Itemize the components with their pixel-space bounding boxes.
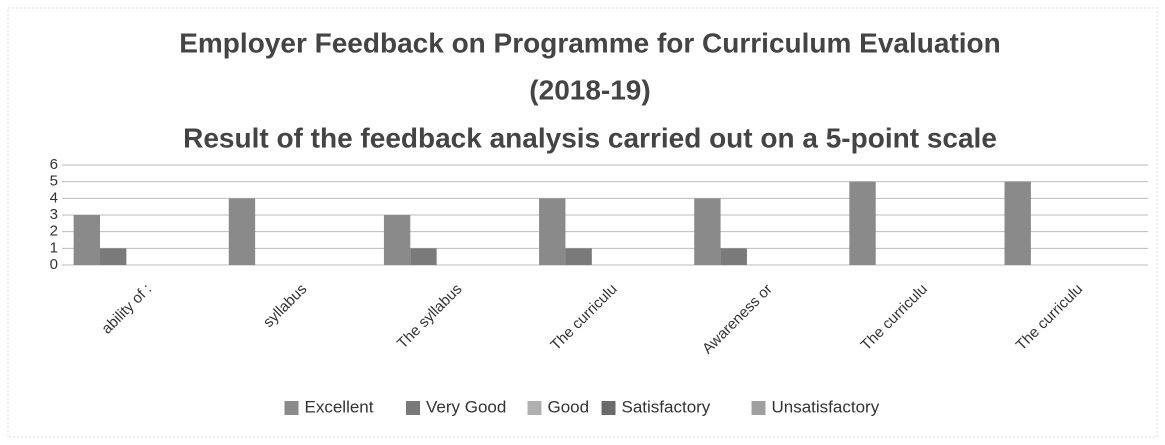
y-tick-label: 0 (50, 256, 58, 273)
legend-swatch (751, 401, 766, 415)
x-tick-label: syllabus (260, 281, 310, 331)
legend-swatch (284, 401, 299, 415)
chart-title: Employer Feedback on Programme for Curri… (179, 27, 1001, 58)
bar (410, 248, 437, 265)
legend-label: Satisfactory (622, 397, 711, 416)
x-tick-label: Awareness or (699, 281, 776, 358)
bar (73, 215, 101, 265)
bar (539, 198, 566, 265)
x-tick-label: ability of : (98, 281, 155, 338)
y-tick-label: 2 (50, 223, 58, 240)
legend-label: Good (548, 397, 590, 416)
y-tick-label: 6 (50, 156, 58, 173)
x-tick-label: The syllabus (394, 281, 466, 353)
legend-label: Unsatisfactory (772, 397, 880, 416)
bar (383, 215, 411, 265)
y-tick-label: 1 (50, 239, 58, 256)
bar (849, 181, 876, 265)
y-tick-label: 4 (50, 189, 58, 206)
bar (1004, 181, 1031, 265)
y-tick-label: 3 (50, 206, 58, 223)
legend-label: Very Good (426, 397, 506, 416)
chart-subtitle: Result of the feedback analysis carried … (183, 122, 997, 153)
x-tick-label: The curriculu (858, 281, 931, 354)
legend-swatch (406, 401, 420, 415)
legend-label: Excellent (305, 397, 374, 416)
bar (228, 198, 256, 265)
y-tick-label: 5 (50, 173, 58, 190)
legend-swatch (527, 401, 542, 415)
bar (694, 198, 721, 265)
bar (720, 248, 747, 265)
bar (100, 248, 127, 265)
chart-border (7, 7, 1158, 438)
legend-swatch (601, 401, 616, 415)
x-tick-label: The curriculu (1013, 281, 1086, 354)
x-tick-label: The curriculu (547, 281, 620, 354)
chart-subtitle: (2018-19) (529, 74, 650, 105)
bar (565, 248, 592, 265)
